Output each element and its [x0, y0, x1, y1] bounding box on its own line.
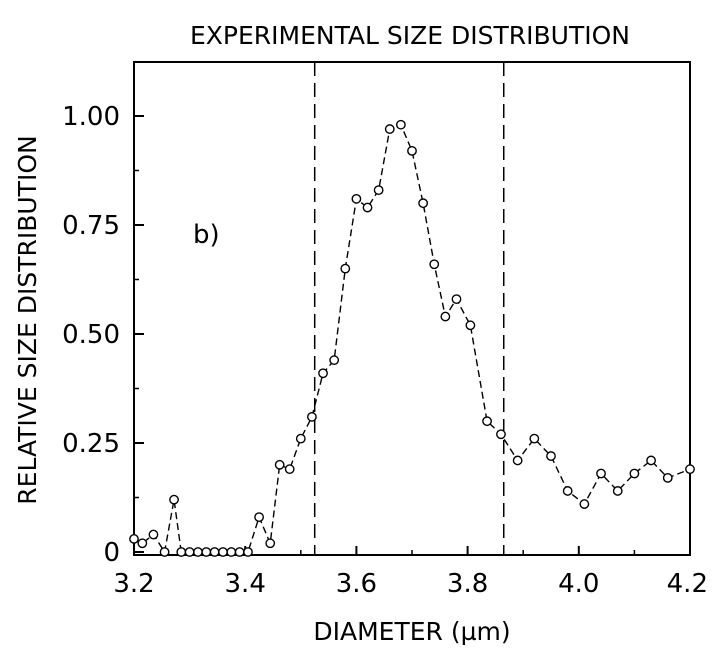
- data-point: [451, 294, 462, 305]
- data-point: [193, 547, 203, 557]
- y-tick-label: 1.00: [62, 102, 120, 132]
- x-tick-label: 3.6: [336, 569, 377, 599]
- data-point: [340, 263, 351, 274]
- data-point: [176, 547, 187, 557]
- data-point: [318, 368, 328, 379]
- data-series: [129, 119, 695, 557]
- data-point: [546, 451, 556, 461]
- reference-lines: [313, 62, 505, 555]
- data-point: [148, 529, 159, 540]
- data-point: [234, 547, 245, 557]
- data-point: [274, 459, 285, 470]
- data-point: [351, 193, 362, 204]
- data-point: [629, 468, 640, 479]
- data-point: [646, 455, 656, 466]
- data-point: [137, 538, 148, 549]
- y-ticks: 0 0.25 0.50 0.75 1.00: [62, 102, 144, 568]
- x-ticks: 3.2 3.4 3.6 3.8 4.0 4.2: [113, 546, 708, 599]
- data-point: [512, 455, 523, 466]
- data-point: [362, 202, 373, 213]
- data-point: [218, 547, 228, 557]
- data-point: [596, 468, 606, 479]
- y-tick-label: 0: [103, 538, 120, 568]
- data-point: [612, 486, 623, 496]
- data-point: [373, 185, 384, 196]
- x-tick-label: 3.2: [113, 569, 154, 599]
- data-point: [184, 547, 195, 557]
- y-tick-label: 0.50: [62, 320, 120, 350]
- data-point: [159, 547, 170, 557]
- series-line: [133, 123, 691, 554]
- data-point: [465, 320, 476, 331]
- data-point: [265, 538, 276, 549]
- panel-label: b): [193, 220, 220, 250]
- data-point: [662, 472, 673, 483]
- data-point: [384, 124, 395, 134]
- data-point: [418, 198, 429, 209]
- y-tick-label: 0.75: [62, 211, 120, 241]
- data-point: [440, 311, 451, 322]
- data-point: [329, 355, 340, 366]
- x-tick-label: 3.8: [447, 569, 488, 599]
- data-point: [295, 433, 306, 444]
- x-tick-label: 4.0: [558, 569, 599, 599]
- plot-frame: [133, 61, 691, 556]
- data-point: [685, 464, 695, 475]
- x-tick-label: 3.4: [225, 569, 266, 599]
- data-point: [243, 547, 253, 557]
- data-point: [226, 547, 237, 557]
- x-tick-label: 4.2: [667, 569, 708, 599]
- data-point: [169, 494, 179, 505]
- data-point: [407, 145, 417, 156]
- data-point: [562, 486, 573, 496]
- data-point: [254, 512, 265, 523]
- data-point: [482, 416, 492, 427]
- data-point: [201, 547, 212, 557]
- data-point: [284, 464, 295, 475]
- data-point: [209, 547, 220, 557]
- data-point: [496, 429, 506, 440]
- chart-title: EXPERIMENTAL SIZE DISTRIBUTION: [190, 21, 630, 50]
- x-axis-label: DIAMETER (µm): [313, 617, 510, 646]
- y-axis-label: RELATIVE SIZE DISTRIBUTION: [13, 135, 42, 504]
- data-point: [579, 499, 590, 509]
- y-tick-label: 0.25: [62, 429, 120, 459]
- data-point: [529, 433, 540, 444]
- data-point: [395, 119, 406, 130]
- data-point: [429, 259, 440, 270]
- data-point: [307, 411, 317, 422]
- data-point: [129, 534, 139, 544]
